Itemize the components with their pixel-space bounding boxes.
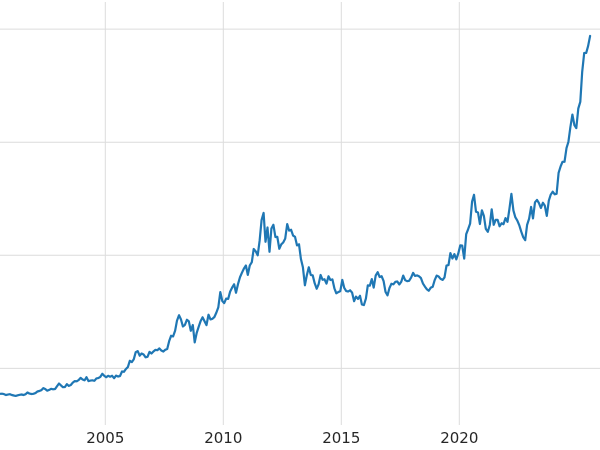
x-axis-tick-labels: 2005 2010 2015 2020 xyxy=(86,429,478,447)
x-tick-label: 2010 xyxy=(204,429,242,447)
x-tick-label: 2005 xyxy=(86,429,124,447)
time-series-line xyxy=(0,34,592,397)
grid-lines xyxy=(0,2,600,425)
x-tick-label: 2020 xyxy=(440,429,478,447)
x-tick-label: 2015 xyxy=(322,429,360,447)
